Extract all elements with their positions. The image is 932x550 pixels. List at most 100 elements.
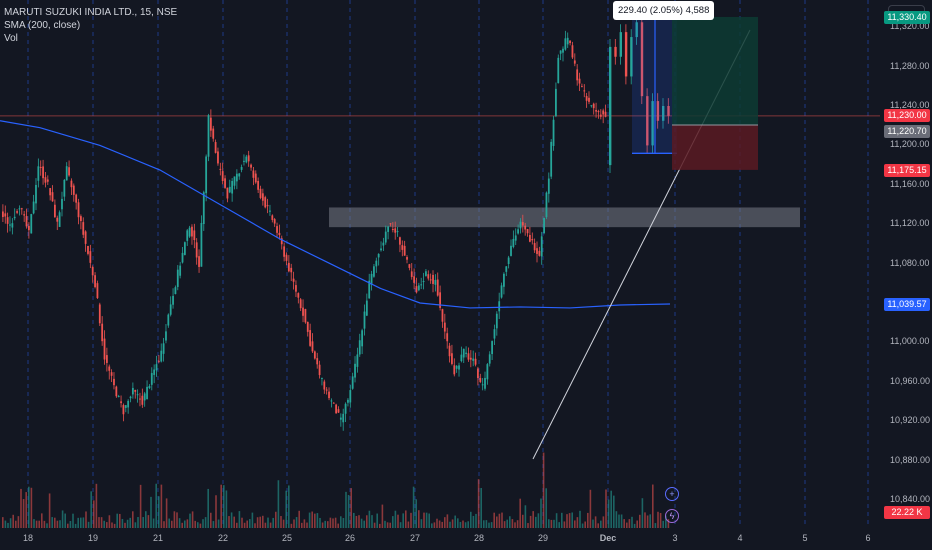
lightning-icon[interactable]: ϟ (665, 509, 679, 523)
volume-bar (181, 522, 183, 528)
candle-body (415, 286, 418, 293)
volume-bar (423, 512, 425, 528)
candle-body (11, 223, 14, 228)
candle-body (35, 184, 37, 204)
volume-indicator-label[interactable]: Vol (4, 33, 18, 44)
candle-body (429, 279, 432, 281)
candle-body (384, 231, 387, 243)
candle-body (207, 115, 210, 157)
volume-bar (641, 498, 644, 528)
volume-bar (667, 519, 670, 528)
candle-body (304, 309, 307, 323)
time-tick-label: 3 (672, 533, 678, 543)
volume-bar (80, 517, 82, 528)
volume-bar (542, 452, 545, 528)
volume-bar (618, 514, 620, 528)
volume-bar (662, 520, 664, 528)
candle-body (375, 260, 378, 267)
volume-bar (600, 520, 602, 528)
plus-icon[interactable]: + (665, 487, 679, 501)
volume-bar (555, 513, 558, 528)
candle-body (51, 192, 54, 202)
volume-bar (633, 523, 636, 528)
candle-body (512, 238, 515, 247)
candle-body (540, 236, 543, 257)
volume-bar (165, 498, 168, 528)
volume-bar (394, 510, 397, 528)
volume-bar (103, 520, 105, 528)
volume-bar (178, 518, 181, 528)
candle-body (131, 387, 134, 395)
candle-body (2, 211, 4, 217)
candle-body (23, 214, 26, 216)
volume-bar (462, 520, 464, 528)
volume-bar (150, 496, 152, 528)
volume-bar (358, 515, 360, 528)
volume-bar (501, 512, 503, 528)
candle-body (162, 343, 165, 354)
candle-body (91, 267, 94, 276)
volume-bar (259, 516, 261, 528)
candle-body (510, 245, 512, 256)
candle-body (566, 37, 569, 45)
candle-body (377, 253, 380, 258)
volume-bar (626, 522, 628, 528)
volume-bar (444, 517, 446, 528)
volume-bar (119, 513, 121, 528)
candle-body (330, 400, 333, 402)
candle-body (68, 167, 70, 176)
candle-body (157, 360, 160, 362)
candle-body (176, 269, 179, 287)
volume-bar (199, 523, 202, 528)
candle-body (571, 45, 574, 58)
volume-bar (464, 522, 467, 528)
time-tick-label: Dec (599, 533, 617, 543)
candle-body (105, 355, 108, 363)
time-tick-label: 21 (152, 533, 164, 543)
volume-bar (223, 485, 225, 528)
volume-bar (594, 516, 597, 528)
sma-indicator-label[interactable]: SMA (200, close) (4, 20, 81, 31)
candle-body (84, 231, 87, 244)
volume-bar (280, 516, 282, 528)
volume-bar (636, 520, 638, 528)
candle-body (198, 256, 200, 267)
candle-body (477, 368, 479, 379)
sma-line (0, 120, 671, 309)
volume-bar (646, 515, 649, 528)
price-chart[interactable] (0, 0, 880, 528)
volume-bar (4, 520, 7, 528)
candle-body (321, 377, 323, 379)
volume-bar (584, 521, 586, 528)
volume-bar (509, 516, 511, 528)
volume-bar (402, 513, 404, 528)
candle-body (224, 178, 226, 188)
volume-bar (363, 520, 365, 528)
volume-bar (597, 523, 599, 528)
volume-bar (171, 520, 173, 528)
candle-body (394, 228, 397, 233)
candle-body (299, 299, 302, 309)
volume-bar (592, 519, 594, 528)
candle-body (325, 389, 328, 391)
candle-body (127, 400, 130, 408)
volume-bar (25, 492, 27, 528)
last-price-label: 11,230.00 (884, 108, 930, 122)
volume-bar (288, 485, 290, 528)
volume-bar (301, 522, 303, 528)
time-tick-label: 6 (865, 533, 871, 543)
volume-bar (251, 512, 254, 528)
candle-body (32, 201, 35, 214)
candle-body (20, 208, 23, 210)
candle-body (302, 307, 304, 316)
volume-bar (72, 513, 74, 528)
candle-body (439, 292, 442, 308)
candle-body (122, 405, 125, 415)
candle-body (278, 232, 281, 236)
candle-body (39, 166, 42, 168)
symbol-title[interactable]: MARUTI SUZUKI INDIA LTD., 15, NSE (4, 7, 178, 18)
candle-body (58, 212, 61, 227)
candle-body (552, 119, 555, 146)
volume-bar (649, 514, 651, 528)
candle-body (624, 32, 628, 77)
